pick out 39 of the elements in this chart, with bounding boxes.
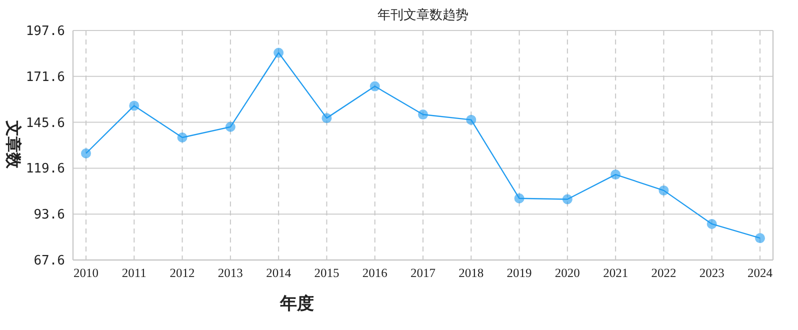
x-tick-label: 2024 (748, 266, 774, 280)
x-tick-label: 2021 (603, 266, 628, 280)
chart-title: 年刊文章数趋势 (378, 7, 468, 22)
point (274, 48, 284, 58)
point (81, 148, 91, 158)
point (225, 122, 236, 132)
x-tick-label: 2015 (314, 266, 340, 280)
x-tick-label: 2022 (651, 266, 676, 280)
point (610, 170, 621, 180)
x-tick-label: 2017 (410, 266, 436, 280)
x-tick-label: 2020 (554, 266, 580, 280)
y-tick-label: 171.6 (26, 70, 65, 85)
x-tick-label: 2023 (699, 266, 724, 280)
x-tick-label: 2011 (122, 266, 146, 280)
x-tick-label: 2014 (266, 266, 292, 280)
point (514, 193, 524, 204)
x-tick-label: 2019 (506, 266, 532, 280)
point (755, 233, 765, 244)
point (177, 132, 188, 142)
y-tick-label: 197.6 (26, 24, 65, 39)
x-tick-label: 2013 (218, 266, 243, 280)
point (562, 194, 572, 204)
x-tick-label: 2012 (170, 266, 195, 280)
point (658, 185, 669, 196)
y-tick-label: 145.6 (26, 116, 65, 131)
y-tick-label: 119.6 (26, 162, 65, 177)
y-tick-label: 93.6 (34, 208, 65, 223)
point (129, 100, 140, 111)
x-tick-label: 2016 (362, 266, 388, 280)
y-tick-label: 67.6 (34, 254, 65, 268)
x-tick-label: 2018 (458, 266, 484, 280)
x-tick-label: 2010 (74, 266, 98, 280)
x-axis-title: 年度 (279, 294, 314, 313)
point (706, 218, 717, 229)
point (418, 110, 428, 120)
y-axis-title: 文章数 (4, 119, 22, 170)
point (466, 114, 476, 125)
point (370, 81, 380, 92)
point (322, 113, 332, 124)
